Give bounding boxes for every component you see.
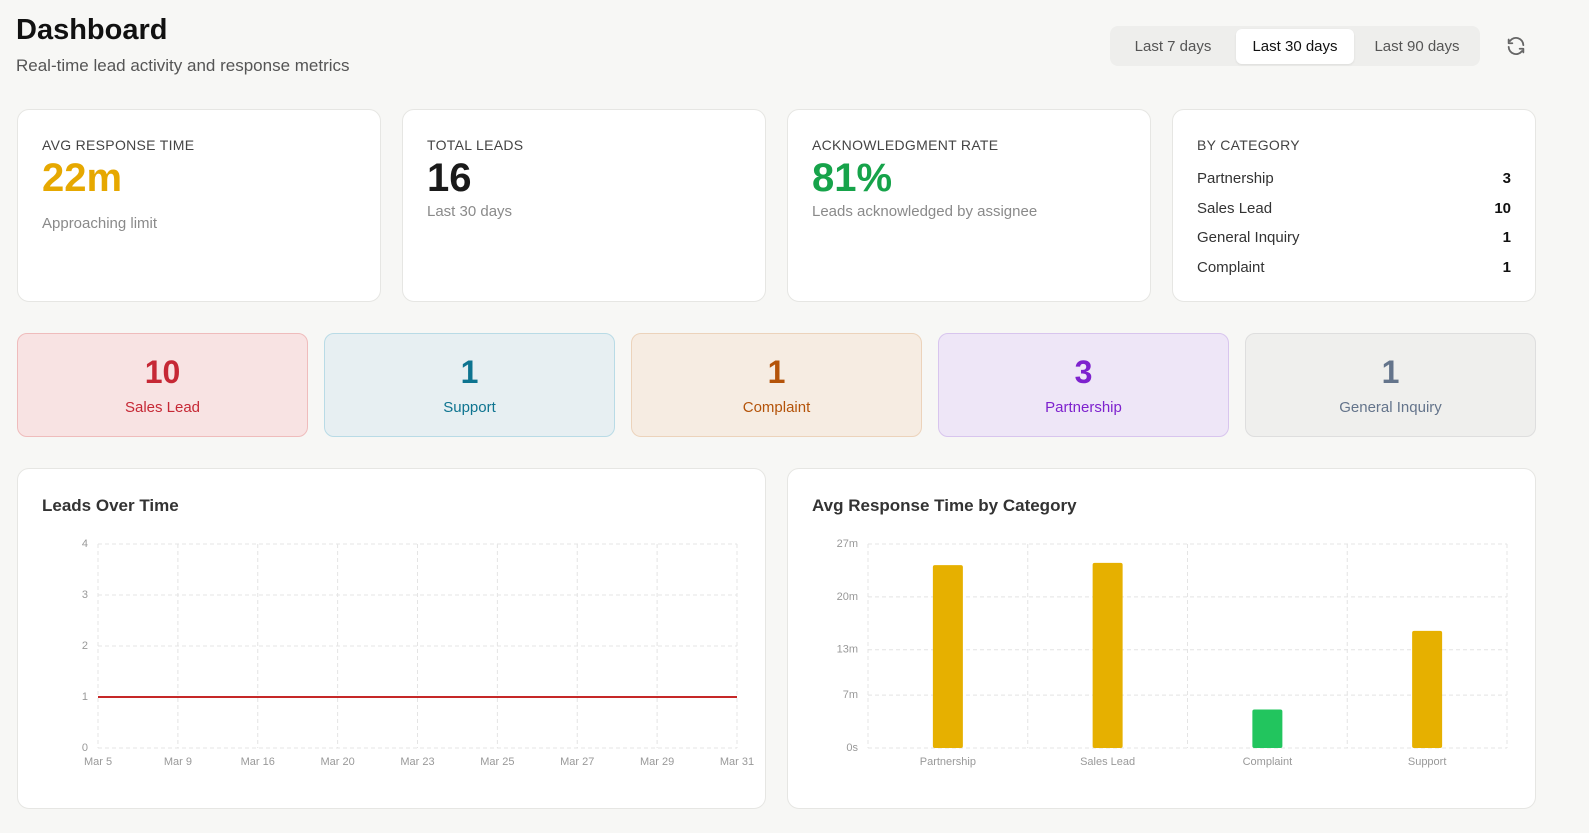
category-tile[interactable]: 1 General Inquiry: [1245, 333, 1536, 437]
x-tick-label: Mar 23: [400, 756, 434, 768]
x-tick-label: Mar 25: [480, 756, 514, 768]
tile-label: Support: [443, 399, 496, 416]
y-tick-label: 13m: [837, 644, 858, 656]
stat-note: Last 30 days: [427, 203, 513, 220]
chart-card: Avg Response Time by Category 0s 7m 13m 20m 2…: [787, 468, 1536, 809]
x-tick-label: Mar 9: [164, 756, 192, 768]
tile-label: Sales Lead: [124, 399, 201, 416]
stat-note: Approaching limit: [42, 215, 158, 232]
tile-count: 3: [1074, 354, 1093, 390]
chart: 0 1 2 3 4 Mar 5 Mar 9 Mar 16 Mar 20 Mar 23 Mar 25 M…: [82, 538, 754, 768]
x-tick-label: Mar 29: [640, 756, 674, 768]
category-card: BY CATEGORY Partnership 3 Sales Lead 10 Gener…: [1172, 109, 1536, 302]
page-subtitle: Real-time lead activity and response met…: [16, 56, 350, 75]
range-button[interactable]: Last 90 days: [1374, 37, 1460, 55]
tile-count: 10: [144, 354, 181, 390]
bar: [1092, 562, 1123, 748]
tile-count: 1: [460, 354, 479, 390]
x-tick-label: Mar 31: [720, 756, 754, 768]
page-title: Dashboard: [16, 14, 168, 46]
refresh-button[interactable]: [1505, 35, 1527, 57]
y-tick-label: 4: [82, 538, 88, 550]
range-button[interactable]: Last 7 days: [1134, 37, 1212, 55]
category-count: 1: [1502, 229, 1511, 247]
x-tick-label: Mar 16: [241, 756, 275, 768]
stat-note: Leads acknowledged by assignee: [812, 203, 1038, 220]
category-name: Sales Lead: [1197, 199, 1273, 217]
chart: 0s 7m 13m 20m 27m Partnership Sales Lead Compla…: [837, 538, 1508, 768]
category-count: 3: [1502, 170, 1511, 187]
stat-card: ACKNOWLEDGMENT RATE 81% Leads acknowledged…: [787, 109, 1151, 302]
stat-label: TOTAL LEADS: [427, 137, 524, 153]
category-tile[interactable]: 1 Support: [324, 333, 615, 437]
category-count: 1: [1502, 259, 1511, 277]
category-name: Complaint: [1197, 259, 1265, 277]
stat-card: AVG RESPONSE TIME 22m Approaching limit: [17, 109, 381, 302]
x-tick-label: Mar 27: [560, 756, 594, 768]
x-tick-label: Mar 5: [84, 756, 112, 768]
bar: [932, 565, 963, 748]
chart-card: Leads Over Time 0 1 2 3 4 Mar 5 Mar 9 Mar 16 Mar …: [17, 468, 766, 809]
category-count: 10: [1494, 199, 1511, 217]
y-tick-label: 0: [82, 742, 88, 754]
category-label: BY CATEGORY: [1197, 137, 1300, 153]
y-tick-label: 0s: [846, 742, 858, 754]
tile-label: General Inquiry: [1339, 399, 1442, 416]
category-name: General Inquiry: [1197, 229, 1300, 247]
chart-title: Leads Over Time: [42, 496, 179, 515]
y-tick-label: 7m: [843, 689, 858, 701]
stat-label: AVG RESPONSE TIME: [42, 137, 195, 153]
y-tick-label: 20m: [837, 591, 858, 603]
bar: [1412, 630, 1443, 748]
tile-count: 1: [1381, 354, 1400, 390]
category-name: Partnership: [1197, 170, 1274, 187]
stat-card: TOTAL LEADS 16 Last 30 days: [402, 109, 766, 302]
bar: [1252, 709, 1283, 748]
x-tick-label: Mar 20: [321, 756, 355, 768]
stat-value: 16: [427, 156, 472, 200]
y-tick-label: 27m: [837, 538, 858, 550]
stat-value: 22m: [42, 156, 123, 200]
tile-count: 1: [767, 354, 786, 390]
stat-label: ACKNOWLEDGMENT RATE: [812, 137, 999, 153]
x-tick-label: Sales Lead: [1080, 756, 1135, 768]
x-tick-label: Support: [1408, 756, 1447, 768]
stat-value: 81%: [812, 156, 893, 200]
tile-label: Partnership: [1045, 399, 1122, 416]
chart-title: Avg Response Time by Category: [812, 496, 1077, 515]
x-tick-label: Complaint: [1243, 756, 1293, 768]
category-tile[interactable]: 3 Partnership: [938, 333, 1229, 437]
tile-label: Complaint: [742, 399, 811, 416]
category-tile[interactable]: 10 Sales Lead: [17, 333, 308, 437]
category-tile[interactable]: 1 Complaint: [631, 333, 922, 437]
y-tick-label: 1: [82, 691, 88, 703]
y-tick-label: 3: [82, 589, 88, 601]
y-tick-label: 2: [82, 640, 88, 652]
range-button[interactable]: Last 30 days: [1236, 28, 1354, 64]
range-selector: Last 7 days Last 30 days Last 90 days: [1110, 26, 1480, 66]
x-tick-label: Partnership: [920, 756, 976, 768]
